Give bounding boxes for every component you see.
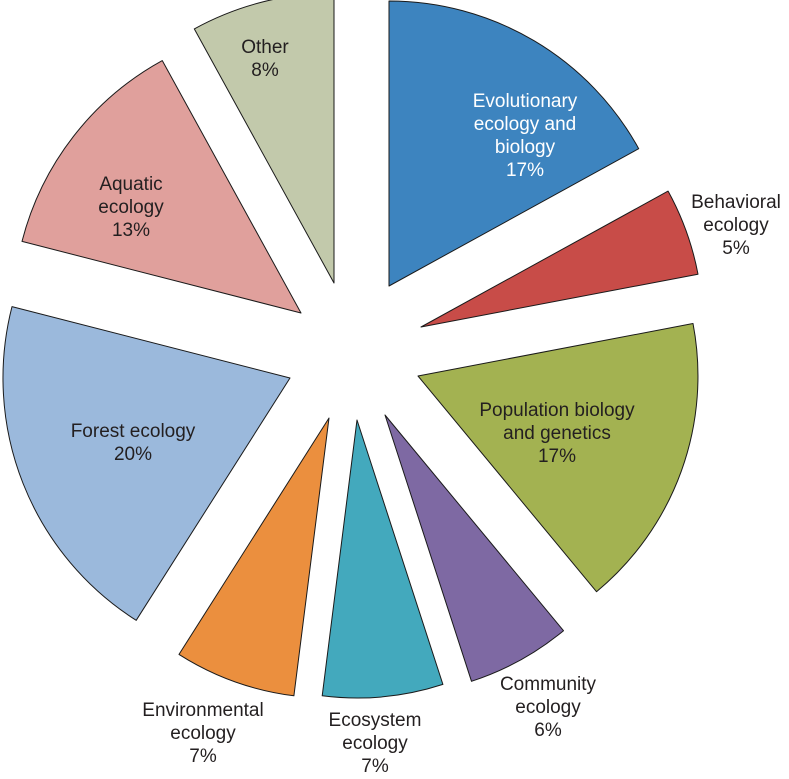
- pie-slice-2: [420, 190, 699, 328]
- pie-slice-7: [2, 306, 291, 621]
- pie-slice-8: [21, 60, 302, 314]
- slice-labels: Evolutionary ecology and biology 17% Behavio…: [71, 37, 781, 777]
- slice-label-9: Other 8%: [241, 37, 289, 81]
- pie-slice-1: [388, 0, 640, 287]
- pie-slice-3: [417, 323, 699, 593]
- pie-slices: [2, 0, 699, 699]
- pie-slice-4: [384, 414, 564, 682]
- pie-slice-9: [193, 0, 335, 284]
- slice-label-3: Population biology and genetics 17%: [479, 400, 635, 467]
- slice-label-5: Ecosystem ecology 7%: [329, 710, 422, 777]
- slice-label-7: Forest ecology 20%: [71, 421, 196, 465]
- slice-label-6: Environmental ecology 7%: [142, 700, 263, 767]
- slice-label-4: Community ecology 6%: [500, 674, 597, 741]
- slice-label-2: Behavioral ecology 5%: [691, 192, 781, 259]
- pie-slice-6: [178, 417, 330, 697]
- pie-slice-5: [321, 419, 444, 699]
- slice-label-8: Aquatic ecology 13%: [98, 174, 164, 241]
- slice-label-1: Evolutionary ecology and biology 17%: [473, 91, 578, 181]
